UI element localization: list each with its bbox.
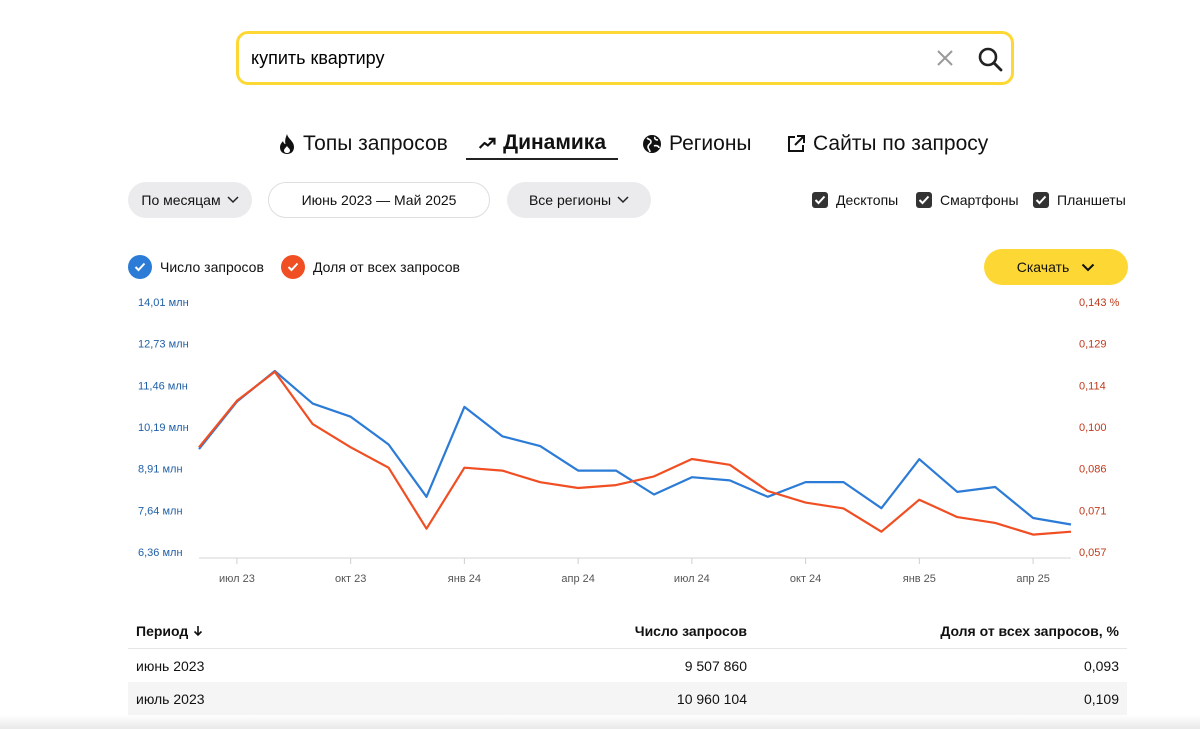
x-tick-label: июл 24 — [674, 573, 710, 585]
region-dropdown[interactable]: Все регионы — [507, 182, 651, 218]
table-row: июль 2023 10 960 104 0,109 — [128, 682, 1127, 715]
checkbox-label: Десктопы — [836, 192, 899, 208]
tabs-bar: Топы запросов Динамика Регионы Сайты по … — [0, 128, 1200, 162]
y-left-tick-label: 8,91 млн — [138, 464, 183, 476]
tab-label: Динамика — [503, 131, 606, 154]
series-line-count — [198, 369, 1072, 526]
sort-down-icon — [194, 625, 203, 636]
y-left-tick-label: 11,46 млн — [138, 380, 188, 392]
y-left-tick-label: 7,64 млн — [138, 505, 183, 517]
tab-regions[interactable]: Регионы — [642, 128, 752, 160]
period-header-label: Период — [136, 622, 189, 639]
check-icon — [281, 255, 305, 279]
checkbox-tablets[interactable]: Планшеты — [1033, 190, 1126, 210]
y-right-tick-label: 0,143 % — [1079, 297, 1120, 309]
check-icon — [128, 255, 152, 279]
y-right-tick-label: 0,057 — [1079, 547, 1107, 559]
chevron-down-icon — [1082, 263, 1095, 271]
period-cell: июнь 2023 — [136, 657, 205, 674]
check-icon — [812, 192, 828, 208]
table-header: Период Число запросов Доля от всех запро… — [128, 613, 1127, 649]
y-right-tick-label: 0,086 — [1079, 464, 1107, 476]
share-column-header[interactable]: Доля от всех запросов, % — [940, 622, 1119, 639]
bottom-shadow — [0, 715, 1200, 729]
y-left-tick-label: 10,19 млн — [138, 422, 189, 434]
clear-icon[interactable] — [935, 48, 955, 68]
search-box[interactable] — [236, 31, 1014, 85]
legend-toggle-count[interactable]: Число запросов — [128, 254, 264, 280]
count-column-header[interactable]: Число запросов — [634, 622, 747, 639]
period-dropdown[interactable]: По месяцам — [128, 182, 252, 218]
stats-table: Период Число запросов Доля от всех запро… — [128, 613, 1127, 715]
legend-toggle-share[interactable]: Доля от всех запросов — [281, 254, 460, 280]
x-tick-label: янв 24 — [448, 573, 481, 585]
check-icon — [1033, 192, 1049, 208]
y-right-tick-label: 0,114 — [1079, 380, 1106, 392]
period-dropdown-label: По месяцам — [141, 192, 221, 208]
date-range-label: Июнь 2023 — Май 2025 — [301, 192, 457, 208]
checkbox-desktops[interactable]: Десктопы — [812, 190, 898, 210]
x-tick-label: июл 23 — [219, 573, 255, 585]
fire-icon — [280, 134, 294, 154]
checkbox-label: Планшеты — [1057, 192, 1126, 208]
checkbox-label: Смартфоны — [940, 192, 1019, 208]
external-link-icon — [788, 135, 805, 152]
region-dropdown-label: Все регионы — [528, 192, 612, 208]
period-cell: июль 2023 — [136, 690, 205, 707]
y-left-tick-label: 6,36 млн — [138, 547, 183, 559]
date-range-picker[interactable]: Июнь 2023 — Май 2025 — [268, 182, 490, 218]
period-column-header[interactable]: Период — [136, 613, 203, 648]
trend-up-icon — [478, 137, 496, 149]
legend-label: Число запросов — [160, 259, 264, 275]
check-icon — [916, 192, 932, 208]
x-tick-label: апр 24 — [561, 573, 594, 585]
globe-icon — [643, 135, 661, 153]
legend-label: Доля от всех запросов — [313, 259, 460, 275]
share-cell: 0,093 — [1083, 657, 1119, 674]
y-right-tick-label: 0,071 — [1079, 505, 1107, 517]
x-tick-label: апр 25 — [1016, 573, 1049, 585]
series-line-share — [198, 370, 1072, 536]
tab-sites[interactable]: Сайты по запросу — [786, 128, 988, 160]
tab-dynamics[interactable]: Динамика — [466, 128, 618, 160]
share-cell: 0,109 — [1083, 690, 1119, 707]
dynamics-chart: 14,01 млн 12,73 млн 11,46 млн 10,19 млн 8,91… — [138, 297, 1120, 585]
x-tick-label: янв 25 — [903, 573, 936, 585]
x-tick-label: окт 24 — [790, 573, 821, 585]
chevron-down-icon — [227, 196, 239, 204]
y-left-tick-label: 14,01 млн — [138, 297, 189, 309]
tab-label: Регионы — [669, 132, 752, 155]
download-label: Скачать — [1016, 259, 1070, 275]
search-icon[interactable] — [977, 46, 1003, 72]
tab-label: Топы запросов — [303, 132, 448, 155]
download-button[interactable]: Скачать — [984, 249, 1128, 285]
tab-label: Сайты по запросу — [813, 132, 989, 155]
y-right-tick-label: 0,129 — [1079, 339, 1107, 351]
x-tick-label: окт 23 — [335, 573, 366, 585]
table-row: июнь 2023 9 507 860 0,093 — [128, 649, 1127, 682]
chevron-down-icon — [617, 196, 629, 204]
count-cell: 10 960 104 — [676, 690, 747, 707]
tab-top-queries[interactable]: Топы запросов — [278, 128, 448, 160]
search-input[interactable] — [251, 34, 911, 82]
y-left-tick-label: 12,73 млн — [138, 339, 189, 351]
y-right-tick-label: 0,100 — [1079, 422, 1107, 434]
count-cell: 9 507 860 — [684, 657, 747, 674]
checkbox-smartphones[interactable]: Смартфоны — [916, 190, 1019, 210]
